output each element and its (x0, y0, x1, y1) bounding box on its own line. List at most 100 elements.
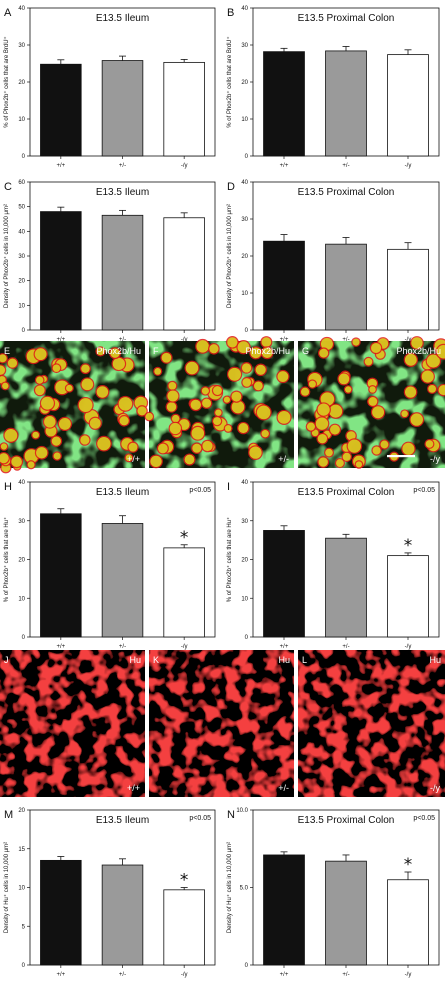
x-tick-label: -/y (181, 644, 188, 650)
chart-panel-a: A E13.5 Ileum 0 10 20 30 40 % of Phox2b⁺ cells … (3, 6, 216, 169)
stain-label: Hu (429, 655, 441, 665)
micrograph-panel-k: K Hu +/- (149, 650, 294, 797)
hu-cell-core (36, 447, 48, 459)
y-tick-label: 0 (245, 635, 249, 641)
hu-cell-core (318, 457, 328, 467)
bar-3 (163, 61, 205, 157)
bar-2 (325, 243, 367, 331)
hu-cell-core (201, 387, 209, 395)
micrograph-panel-g: G Phox2b/Hu -/y (298, 336, 445, 469)
hu-cell-core (300, 387, 310, 396)
bar-2 (101, 60, 144, 157)
hu-cell-core (34, 348, 47, 361)
y-tick-label: 10 (241, 596, 248, 602)
hu-cell-core (7, 358, 18, 368)
hu-cell-core (254, 381, 263, 391)
hu-cell-core (52, 364, 61, 372)
bar-2 (325, 537, 367, 638)
chart-title: E13.5 Proximal Colon (298, 13, 395, 24)
hu-cell-core (202, 398, 212, 408)
micrograph-panel-f: F Phox2b/Hu +/- (144, 335, 294, 469)
y-tick-label: 30 (241, 217, 248, 223)
y-tick-label: 20 (18, 279, 25, 285)
hu-cell-core (150, 455, 162, 468)
hu-cell-core (196, 340, 209, 353)
bar-2 (101, 523, 144, 638)
hu-cell-core (202, 440, 213, 452)
hu-cell-core (24, 449, 39, 463)
bar-2 (325, 860, 367, 966)
hu-cell-core (53, 452, 61, 460)
hu-cell-core (421, 370, 434, 383)
bar-3 (163, 889, 205, 966)
y-tick-label: 15 (18, 847, 25, 853)
hu-cell-core (184, 454, 195, 465)
hu-cell-core (426, 354, 440, 368)
hu-cell-core (355, 461, 363, 468)
hu-cell-core (80, 435, 90, 445)
genotype-label: +/- (278, 783, 289, 793)
chart-title: E13.5 Ileum (96, 187, 149, 198)
hu-cell-core (372, 406, 385, 419)
panel-letter: F (153, 346, 159, 356)
x-tick-label: -/y (405, 337, 412, 343)
hu-cell-core (411, 337, 423, 349)
p-value-label: p<0.05 (413, 815, 435, 822)
panel-letter: L (302, 655, 307, 665)
y-tick-label: 10 (18, 117, 25, 123)
hu-cell-core (277, 411, 291, 424)
hu-cell-core (224, 425, 232, 432)
hu-cell-core (0, 453, 9, 464)
y-tick-label: 20 (241, 80, 248, 86)
hu-cell-core (425, 440, 434, 448)
y-tick-label: 0 (22, 635, 26, 641)
hu-cell-core (325, 448, 333, 457)
significance-star: * (180, 528, 189, 548)
chart-title: E13.5 Ileum (96, 487, 149, 498)
hu-cell-core (410, 413, 423, 426)
hu-cell-core (345, 386, 352, 393)
hu-cell-core (330, 424, 340, 435)
y-tick-label: 20 (18, 558, 25, 564)
x-tick-label: -/y (181, 972, 188, 978)
x-tick-label: +/- (342, 163, 349, 169)
hu-cell-core (166, 402, 177, 412)
y-tick-label: 10.0 (236, 808, 248, 814)
hu-cell-core (402, 442, 415, 455)
panel-letter: K (153, 655, 159, 665)
hu-cell-core (250, 347, 262, 359)
hu-cell-core (161, 352, 172, 363)
hu-cell-core (11, 456, 22, 468)
hu-cell-core (319, 348, 329, 358)
micrograph-panel-j: J Hu +/+ (0, 650, 145, 797)
hu-cell-core (369, 386, 376, 393)
x-tick-label: +/+ (56, 337, 65, 343)
panel-letter: M (4, 809, 13, 821)
bar-1 (263, 854, 305, 966)
genotype-label: -/y (430, 454, 440, 464)
hu-cell-core (157, 443, 168, 454)
hu-cell-core (168, 382, 177, 390)
hu-cell-core (372, 446, 381, 455)
hu-cell-core (119, 416, 129, 426)
panel-letter: E (4, 346, 10, 356)
x-tick-label: +/+ (280, 163, 289, 169)
y-tick-label: 10 (18, 303, 25, 309)
panel-letter: D (227, 181, 235, 193)
hu-cell-core (261, 347, 273, 359)
hu-cell-core (436, 344, 445, 359)
x-tick-label: +/+ (280, 644, 289, 650)
x-tick-label: +/+ (56, 163, 65, 169)
hu-cell-core (32, 431, 40, 439)
chart-title: E13.5 Proximal Colon (298, 487, 395, 498)
y-axis-label: % of Phox2b⁺ cells that are Hu⁺ (226, 517, 233, 602)
hu-cell-core (2, 382, 9, 390)
x-tick-label: -/y (405, 644, 412, 650)
y-tick-label: 20 (241, 254, 248, 260)
y-tick-label: 30 (241, 519, 248, 525)
chart-panel-i: I E13.5 Proximal Colon p<0.05 0 10 20 30 40 % of… (226, 480, 440, 650)
genotype-label: -/y (430, 783, 440, 793)
hu-cell-core (231, 391, 242, 402)
bar-3 (387, 555, 429, 638)
hu-cell-core (97, 436, 111, 451)
